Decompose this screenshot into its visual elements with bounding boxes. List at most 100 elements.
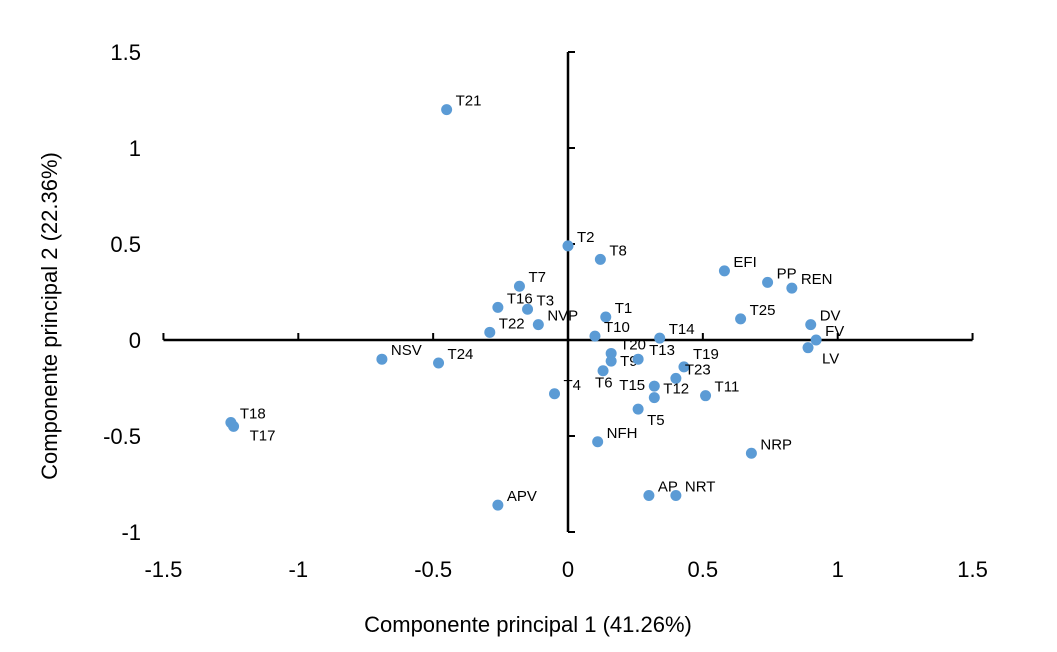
data-point-t1: T1 xyxy=(600,300,632,323)
point-label: T15 xyxy=(619,377,645,394)
data-point-t14: T14 xyxy=(654,321,695,344)
point-marker xyxy=(670,490,682,502)
data-point-t12: T12 xyxy=(648,381,689,404)
point-label: T10 xyxy=(604,319,630,336)
point-marker xyxy=(492,499,504,511)
data-point-t20: T20 xyxy=(605,336,646,359)
data-point-t2: T2 xyxy=(562,229,595,252)
x-axis-label: Componente principal 1 (41.26%) xyxy=(364,612,692,637)
data-point-t10: T10 xyxy=(589,319,630,342)
data-point-t22: T22 xyxy=(484,315,525,338)
point-label: T3 xyxy=(537,292,555,309)
point-marker xyxy=(632,403,644,415)
data-point-t19: T19 xyxy=(678,346,719,373)
point-marker xyxy=(632,353,644,365)
point-marker xyxy=(605,355,617,367)
data-point-t7: T7 xyxy=(513,269,546,292)
point-label: NVP xyxy=(547,308,578,325)
point-label: T14 xyxy=(669,321,695,338)
point-label: PP xyxy=(777,265,797,282)
data-point-fv: FV xyxy=(810,323,844,346)
point-label: NRP xyxy=(760,436,792,453)
point-marker xyxy=(600,311,612,323)
point-label: DV xyxy=(820,308,841,325)
data-point-efi: EFI xyxy=(718,254,757,277)
point-label: T12 xyxy=(663,381,689,398)
point-marker xyxy=(745,447,757,459)
data-point-t8: T8 xyxy=(594,242,627,265)
point-label: T23 xyxy=(685,361,711,378)
axes: -1.5 -1 -0.5 0 0.5 1 1.5-1-0.500.511.5 xyxy=(103,40,988,582)
data-point-apv: APV xyxy=(492,488,537,511)
data-point-t13: T13 xyxy=(632,342,675,365)
point-label: REN xyxy=(801,271,833,288)
point-marker xyxy=(654,332,666,344)
data-point-dv: DV xyxy=(805,308,841,331)
point-label: NRT xyxy=(685,479,716,496)
y-tick-label: -0.5 xyxy=(103,424,141,449)
data-point-t11: T11 xyxy=(700,379,739,402)
data-point-nrt: NRT xyxy=(670,479,715,502)
data-point-t21: T21 xyxy=(441,93,481,116)
x-tick-label: 0 xyxy=(562,557,574,582)
point-label: T16 xyxy=(507,290,533,307)
data-point-nvp: NVP xyxy=(532,308,578,331)
point-label: T19 xyxy=(693,346,719,363)
point-marker xyxy=(594,253,606,265)
point-marker xyxy=(762,276,774,288)
data-point-t25: T25 xyxy=(735,302,775,325)
point-marker xyxy=(643,490,655,502)
data-point-t3: T3 xyxy=(522,292,554,315)
point-marker xyxy=(562,240,574,252)
point-label: T6 xyxy=(595,375,613,392)
data-point-t4: T4 xyxy=(549,377,581,400)
point-marker xyxy=(484,326,496,338)
data-point-t9: T9 xyxy=(605,353,638,370)
y-tick-label: 0 xyxy=(129,328,141,353)
point-label: T21 xyxy=(456,93,482,110)
point-label: T17 xyxy=(250,427,276,444)
x-tick-label: -1 xyxy=(289,557,309,582)
point-label: T8 xyxy=(609,242,627,259)
point-label: T1 xyxy=(615,300,633,317)
point-marker xyxy=(802,342,814,354)
data-point-ren: REN xyxy=(786,271,833,294)
point-label: LV xyxy=(822,351,839,368)
point-marker xyxy=(522,303,534,315)
point-marker xyxy=(228,420,240,432)
point-label: NSV xyxy=(391,342,422,359)
data-point-lv: LV xyxy=(802,342,839,368)
point-label: T2 xyxy=(577,229,595,246)
data-point-t24: T24 xyxy=(433,346,473,369)
data-point-pp: PP xyxy=(762,265,797,288)
point-label: NFH xyxy=(607,425,638,442)
data-point-t5: T5 xyxy=(632,403,665,429)
point-label: T20 xyxy=(620,336,646,353)
point-marker xyxy=(718,265,730,277)
point-marker xyxy=(492,301,504,313)
y-tick-label: 1.5 xyxy=(110,40,141,65)
x-tick-label: 1.5 xyxy=(957,557,988,582)
data-point-t6: T6 xyxy=(595,365,613,392)
point-label: APV xyxy=(507,488,537,505)
y-tick-label: -1 xyxy=(121,520,141,545)
point-label: T25 xyxy=(750,302,776,319)
point-marker xyxy=(589,330,601,342)
point-label: T13 xyxy=(649,342,675,359)
point-marker xyxy=(597,365,609,377)
point-label: T18 xyxy=(240,406,266,423)
data-point-t23: T23 xyxy=(670,361,711,384)
point-label: T22 xyxy=(499,315,525,332)
point-marker xyxy=(376,353,388,365)
point-marker xyxy=(441,104,453,116)
point-marker xyxy=(670,372,682,384)
point-marker xyxy=(648,380,660,392)
point-marker xyxy=(678,361,690,373)
y-tick-label: 0.5 xyxy=(110,232,141,257)
y-tick-label: 1 xyxy=(129,136,141,161)
point-marker xyxy=(805,319,817,331)
x-tick-label: -0.5 xyxy=(414,557,452,582)
point-marker xyxy=(549,388,561,400)
x-tick-label: 1 xyxy=(832,557,844,582)
